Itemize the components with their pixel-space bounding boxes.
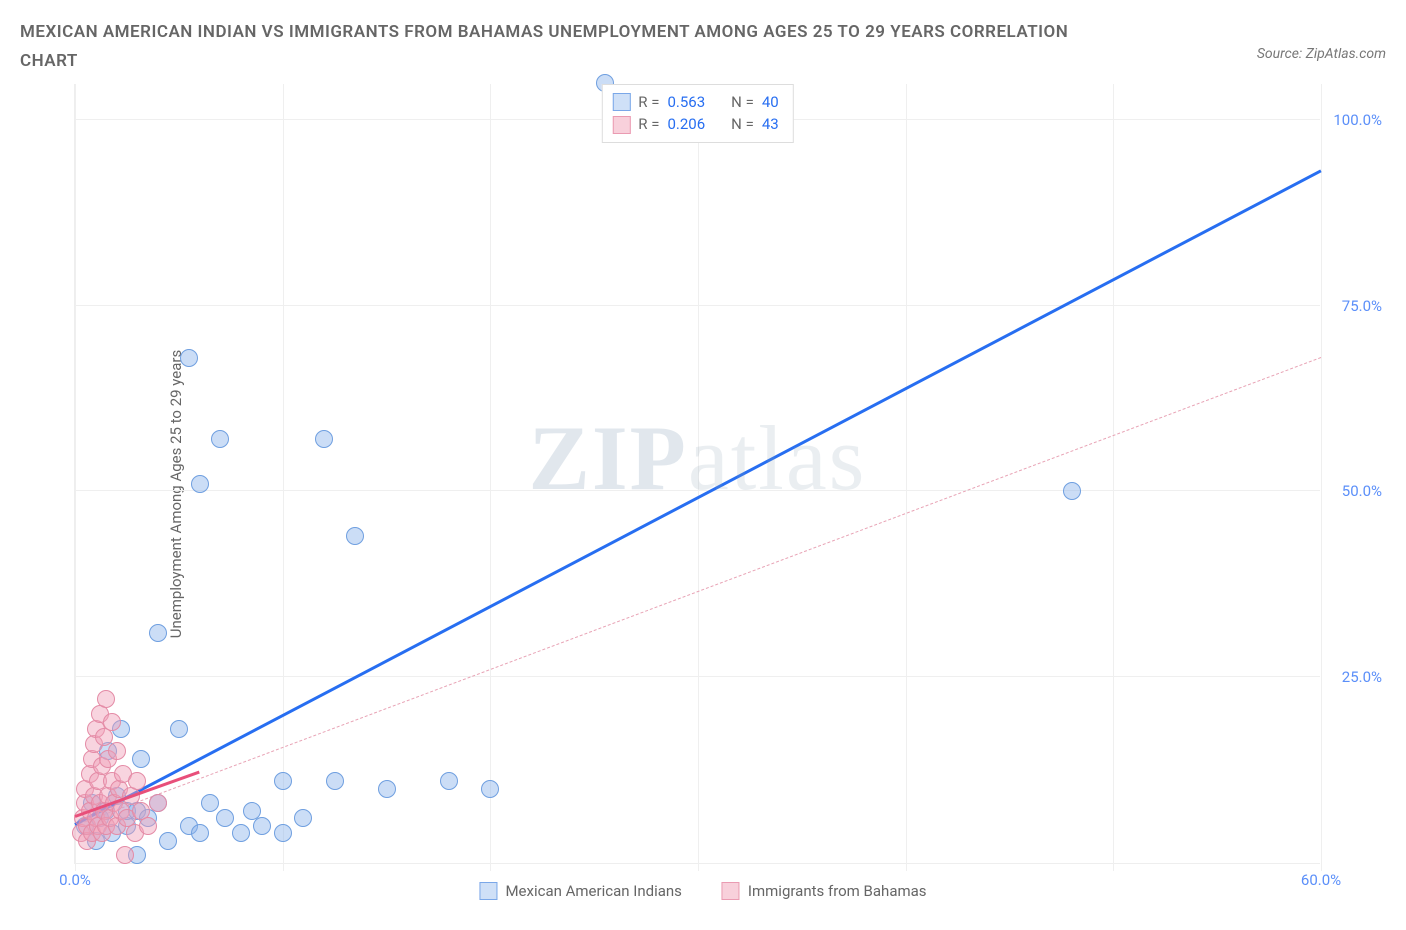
r-value: 0.563 [667,91,705,114]
data-point [378,780,396,798]
r-label: R = [638,91,659,114]
data-point [274,772,292,790]
data-point [294,809,312,827]
gridline-v [283,84,284,871]
legend-swatch [722,882,740,900]
data-point [191,475,209,493]
data-point [170,720,188,738]
n-label: N = [731,91,754,114]
series-legend: Mexican American Indians Immigrants from … [479,882,926,900]
gridline-v [1321,84,1322,871]
data-point [139,817,157,835]
gridline-v [75,84,76,871]
data-point [108,742,126,760]
y-tick-label: 75.0% [1342,297,1382,315]
data-point [116,846,134,864]
data-point [211,430,229,448]
data-point [149,624,167,642]
legend-item: Immigrants from Bahamas [722,882,927,900]
r-value: 0.206 [667,113,705,136]
gridline-v [698,84,699,871]
data-point [132,750,150,768]
legend-label: Immigrants from Bahamas [748,882,927,900]
n-value: 43 [762,113,779,136]
legend-row: R = 0.563 N = 40 [612,91,778,114]
plot-area: ZIPatlas R =0.563N =40R =0.206N =43 25.0… [74,84,1320,864]
data-point [191,824,209,842]
data-point [440,772,458,790]
data-point [103,713,121,731]
data-point [97,690,115,708]
gridline-v [906,84,907,871]
data-point [232,824,250,842]
n-label: N = [731,113,754,136]
data-point [149,794,167,812]
data-point [201,794,219,812]
data-point [274,824,292,842]
data-point [159,832,177,850]
legend-label: Mexican American Indians [505,882,681,900]
data-point [180,349,198,367]
watermark-bold: ZIP [529,407,688,509]
y-tick-label: 100.0% [1333,111,1382,129]
x-tick-label: 0.0% [59,871,91,889]
data-point [346,527,364,545]
legend-swatch [479,882,497,900]
x-tick-label: 60.0% [1301,871,1341,889]
data-point [315,430,333,448]
r-label: R = [638,113,659,136]
legend-swatch [612,116,630,134]
data-point [216,809,234,827]
gridline-v [490,84,491,871]
data-point [1063,482,1081,500]
chart-container: Unemployment Among Ages 25 to 29 years Z… [20,84,1386,904]
data-point [253,817,271,835]
data-point [128,772,146,790]
gridline-v [1113,84,1114,871]
data-point [326,772,344,790]
legend-row: R = 0.206 N = 43 [612,113,778,136]
n-value: 40 [762,91,779,114]
y-tick-label: 50.0% [1342,482,1382,500]
source-attribution: Source: ZipAtlas.com [1257,46,1386,62]
correlation-legend: R = 0.563 N = 40 R = 0.206 N = 43 [601,84,793,143]
chart-title: MEXICAN AMERICAN INDIAN VS IMMIGRANTS FR… [20,18,1120,76]
legend-item: Mexican American Indians [479,882,681,900]
legend-swatch [612,93,630,111]
y-tick-label: 25.0% [1342,668,1382,686]
data-point [481,780,499,798]
